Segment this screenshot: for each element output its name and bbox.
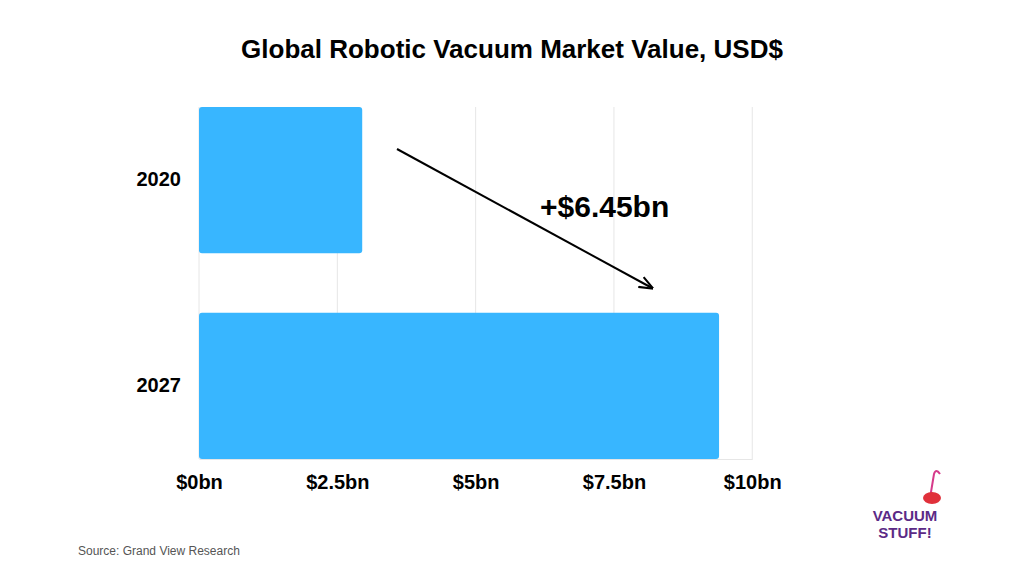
logo: VACUUMSTUFF!	[873, 471, 941, 541]
x-tick: $5bn	[453, 459, 500, 493]
y-axis: 2020 2027	[137, 108, 200, 460]
x-tick: $2.5bn	[306, 459, 369, 493]
x-tick: $0bn	[176, 459, 223, 493]
annotation: +$6.45bn	[540, 190, 669, 223]
y-tick-label: 2020	[137, 168, 182, 190]
bars	[199, 107, 719, 459]
y-axis-line	[199, 108, 200, 460]
grid	[199, 107, 752, 459]
x-tick-label: $10bn	[724, 471, 782, 493]
x-axis: $0bn $2.5bn $5bn $7.5bn $10bn	[176, 459, 782, 493]
logo-body	[923, 492, 941, 504]
x-tick-label: $2.5bn	[306, 471, 369, 493]
source: Source: Grand View Research	[78, 544, 240, 558]
y-tick-label: 2027	[137, 374, 182, 396]
y-tick: 2020	[137, 168, 200, 190]
grid-line	[752, 107, 753, 459]
bar	[199, 313, 719, 459]
x-tick-label: $7.5bn	[583, 471, 646, 493]
x-tick-label: $5bn	[453, 471, 500, 493]
x-tick: $7.5bn	[583, 459, 646, 493]
bar	[199, 107, 362, 253]
logo-text: VACUUM	[873, 507, 938, 524]
x-axis-line	[200, 459, 753, 460]
chart: Global Robotic Vacuum Market Value, USD$…	[0, 0, 1024, 576]
title: Global Robotic Vacuum Market Value, USD$	[241, 34, 783, 64]
logo-text: STUFF!	[878, 524, 931, 541]
y-tick: 2027	[137, 374, 200, 396]
x-tick-label: $0bn	[176, 471, 223, 493]
x-tick: $10bn	[724, 459, 782, 493]
